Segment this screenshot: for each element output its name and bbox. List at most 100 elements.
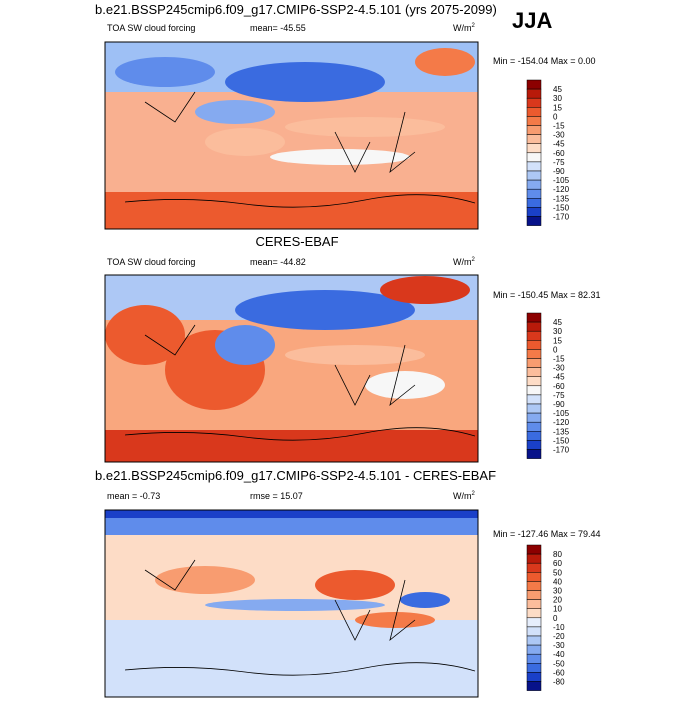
colorbar-label: 15	[553, 336, 562, 345]
units: W/m2	[453, 257, 476, 267]
map-region	[105, 192, 478, 229]
map-frame	[104, 41, 479, 230]
colorbar-box	[526, 376, 542, 387]
colorbar-box	[526, 385, 542, 396]
colorbar-box	[526, 330, 542, 341]
coastline	[124, 324, 476, 441]
map-frame	[104, 509, 479, 698]
map-region	[115, 57, 215, 87]
colorbar-box	[526, 216, 542, 226]
colorbar-box	[526, 107, 542, 117]
colorbar-box	[526, 617, 542, 628]
colorbar-box	[526, 672, 542, 682]
units-exp: 2	[472, 491, 476, 497]
colorbar-label: -135	[553, 427, 570, 436]
map-frame	[104, 274, 479, 463]
colorbar-label: -30	[553, 364, 565, 373]
map-region	[415, 48, 475, 76]
colorbar-label: -120	[553, 418, 570, 427]
colorbar-label: 30	[553, 94, 562, 103]
colorbar-box	[526, 572, 542, 582]
panel-center-label: rmse = 15.07	[250, 491, 303, 501]
panel-center-label: mean= -45.55	[250, 23, 306, 33]
colorbar-box	[526, 88, 542, 99]
map-region	[285, 117, 445, 137]
units-base: W/m	[453, 23, 472, 33]
colorbar-box	[526, 644, 542, 655]
map-region	[270, 149, 410, 165]
season-label: JJA	[512, 8, 552, 33]
colorbar-box	[526, 79, 542, 90]
panel-title: CERES-EBAF	[255, 234, 338, 249]
map-region	[365, 371, 445, 399]
colorbar-box	[526, 188, 542, 199]
colorbar-label: -75	[553, 391, 565, 400]
colorbar-box	[526, 653, 542, 664]
units-exp: 2	[472, 23, 476, 29]
colorbar-label: 10	[553, 605, 562, 614]
map-region	[205, 128, 285, 156]
colorbar-box	[526, 367, 542, 377]
colorbar-label: -150	[553, 203, 570, 212]
colorbar-box	[526, 562, 542, 573]
colorbar-label: -105	[553, 176, 570, 185]
colorbar-label: -45	[553, 373, 565, 382]
map-region	[400, 592, 450, 608]
coastline	[124, 559, 476, 676]
colorbar-label: -90	[553, 167, 565, 176]
colorbar-label: -150	[553, 436, 570, 445]
colorbar-box	[526, 207, 542, 217]
min-max: Min = -127.46 Max = 79.44	[493, 529, 601, 539]
colorbar-label: -60	[553, 382, 565, 391]
colorbar-label: -10	[553, 623, 565, 632]
colorbar-label: -90	[553, 400, 565, 409]
colorbar-label: 30	[553, 327, 562, 336]
colorbar-box	[526, 590, 542, 600]
panel-title: b.e21.BSSP245cmip6.f09_g17.CMIP6-SSP2-4.…	[95, 468, 496, 483]
colorbar-label: 45	[553, 318, 562, 327]
colorbar-box	[526, 681, 542, 691]
colorbar-label: -75	[553, 158, 565, 167]
colorbar-label: -60	[553, 149, 565, 158]
colorbar-box	[526, 394, 542, 405]
colorbar-box	[526, 143, 542, 154]
colorbar-label: -170	[553, 446, 570, 455]
colorbar-box	[526, 599, 542, 609]
map-region	[105, 620, 478, 697]
colorbar-label: 20	[553, 596, 562, 605]
units-base: W/m	[453, 491, 472, 501]
colorbar-box	[526, 626, 542, 637]
map-region	[225, 62, 385, 102]
colorbar-box	[526, 544, 542, 555]
map-region	[315, 570, 395, 600]
colorbar-box	[526, 179, 542, 190]
min-max: Min = -154.04 Max = 0.00	[493, 56, 596, 66]
map-region	[105, 510, 478, 518]
colorbar-label: -105	[553, 409, 570, 418]
colorbar-box	[526, 134, 542, 144]
colorbar-box	[526, 340, 542, 350]
colorbar-box	[526, 116, 542, 126]
panel-left-label: TOA SW cloud forcing	[107, 257, 195, 267]
colorbar-label: -45	[553, 140, 565, 149]
colorbar-label: -20	[553, 632, 565, 641]
panel-title: b.e21.BSSP245cmip6.f09_g17.CMIP6-SSP2-4.…	[95, 2, 497, 17]
coastline	[124, 91, 476, 208]
map	[104, 41, 479, 230]
colorbar-box	[526, 321, 542, 332]
colorbar-box	[526, 449, 542, 459]
map	[104, 509, 479, 698]
map-region	[155, 566, 255, 594]
colorbar-label: -60	[553, 668, 565, 677]
colorbar-box	[526, 170, 542, 181]
colorbar-label: 0	[553, 614, 558, 623]
colorbar-box	[526, 97, 542, 108]
map-region	[215, 325, 275, 365]
map-region	[205, 599, 385, 611]
colorbar-box	[526, 161, 542, 172]
colorbar-label: 80	[553, 550, 562, 559]
colorbar-label: -120	[553, 185, 570, 194]
colorbar-label: -80	[553, 678, 565, 687]
colorbar-label: -40	[553, 650, 565, 659]
